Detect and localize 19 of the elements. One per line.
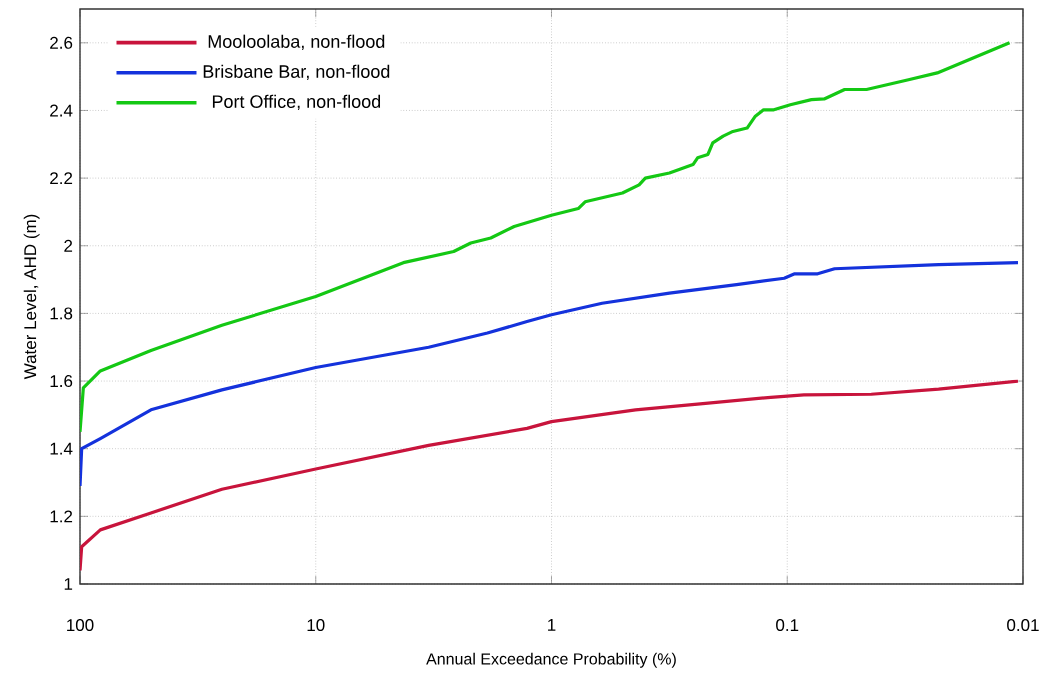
x-tick-label: 10 <box>307 619 325 632</box>
y-tick-label: 1.2 <box>50 510 73 523</box>
legend-label: Brisbane Bar, non-flood <box>203 64 390 81</box>
y-tick-label: 1.4 <box>50 442 73 455</box>
y-tick-label: 2.4 <box>50 104 73 117</box>
y-tick-label: 1 <box>64 578 73 590</box>
y-tick-label: 1.8 <box>50 307 73 320</box>
x-tick-label: 1 <box>548 619 556 631</box>
y-tick-label: 2.2 <box>50 172 73 185</box>
x-axis-title: Annual Exceedance Probability (%) <box>426 652 676 668</box>
y-tick-label: 2.6 <box>50 36 73 49</box>
x-tick-label: 100 <box>67 619 94 632</box>
y-tick-label: 2 <box>64 239 73 252</box>
legend-label: Port Office, non-flood <box>212 94 381 111</box>
legend-label: Mooloolaba, non-flood <box>208 34 385 50</box>
x-tick-label: 0.1 <box>776 619 799 632</box>
x-tick-label: 0.01 <box>1007 619 1039 632</box>
y-tick-label: 1.6 <box>50 375 73 388</box>
y-axis-title: Water Level, AHD (m) <box>23 214 40 380</box>
